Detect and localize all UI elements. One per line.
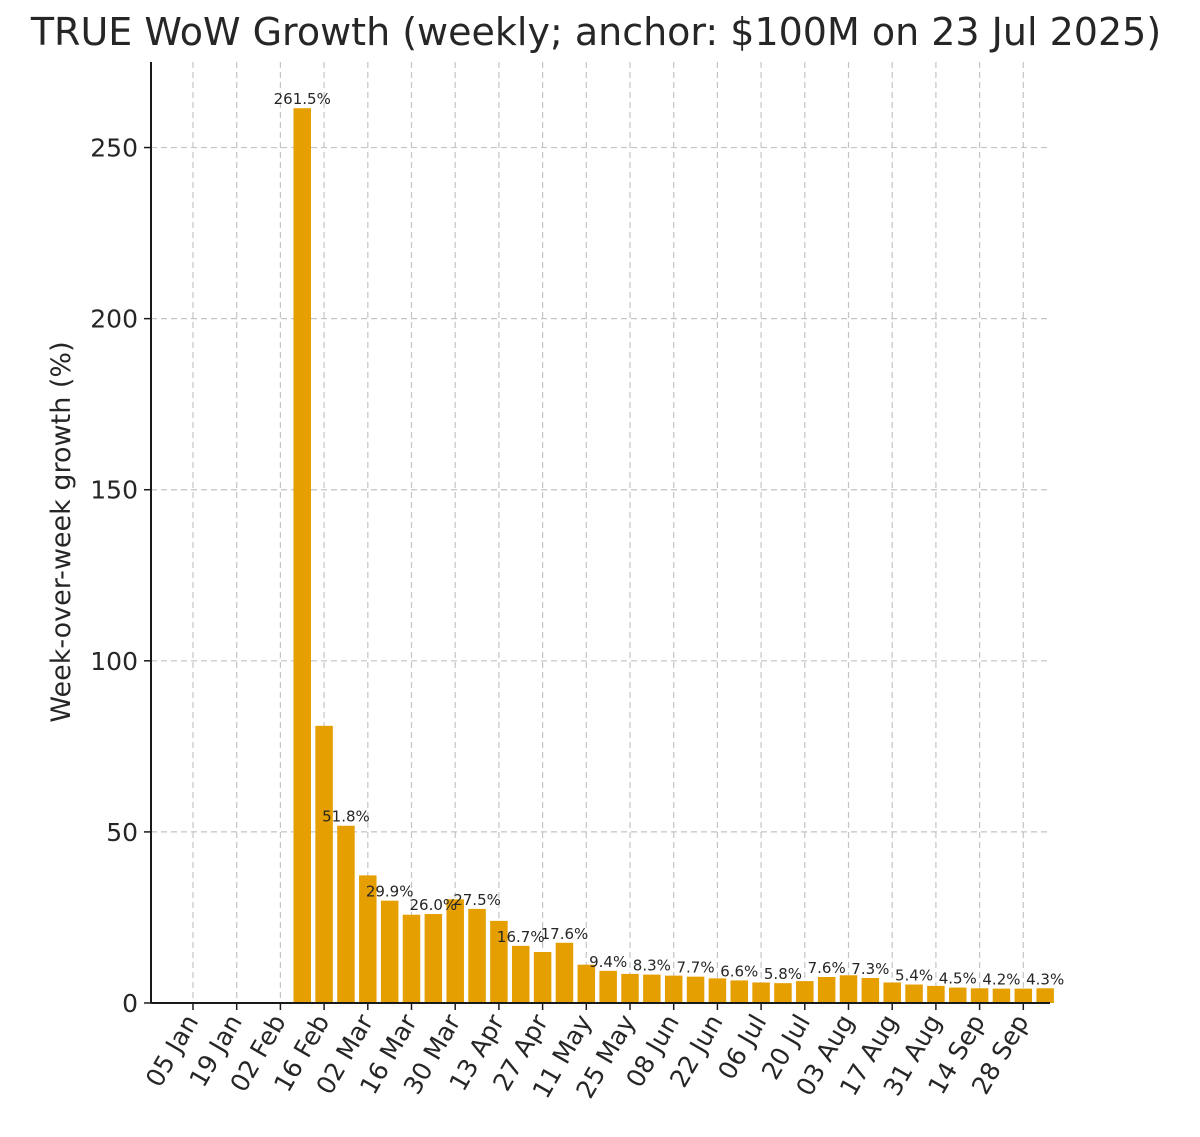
data-label: 27.5%	[453, 891, 501, 909]
bar	[752, 982, 770, 1003]
bar	[949, 987, 967, 1003]
bar	[1014, 988, 1033, 1003]
y-tick-label: 0	[122, 989, 138, 1018]
y-tick-label: 150	[90, 476, 138, 505]
data-label: 4.3%	[1026, 970, 1064, 988]
bar	[774, 983, 792, 1003]
bar	[664, 975, 683, 1003]
bar	[446, 899, 464, 1003]
bar	[839, 975, 858, 1003]
y-tick-label: 250	[90, 134, 138, 163]
data-label: 5.4%	[895, 967, 933, 985]
bar	[599, 970, 617, 1003]
bar	[555, 942, 574, 1003]
bar	[380, 900, 399, 1003]
bars	[293, 108, 1054, 1004]
data-label: 7.3%	[851, 960, 889, 978]
bar	[883, 982, 901, 1003]
bar	[708, 978, 727, 1003]
bar	[293, 108, 311, 1004]
grid-lines	[151, 62, 1050, 1003]
bar	[861, 978, 880, 1003]
bar	[643, 974, 661, 1003]
data-label: 29.9%	[366, 883, 414, 901]
data-label: 16.7%	[497, 928, 545, 946]
y-axis-label: Week-over-week growth (%)	[46, 341, 77, 722]
y-tick-label: 50	[106, 818, 138, 847]
data-label: 4.5%	[939, 970, 977, 988]
data-label: 8.3%	[633, 957, 671, 975]
bar	[905, 984, 923, 1003]
bar	[577, 964, 596, 1003]
bar	[512, 945, 530, 1003]
data-label: 51.8%	[322, 808, 370, 826]
data-label: 7.6%	[808, 959, 846, 977]
data-label: 5.8%	[764, 965, 802, 983]
bar	[992, 988, 1011, 1003]
bar	[970, 988, 989, 1003]
bar	[424, 914, 443, 1003]
bar	[817, 976, 836, 1003]
y-tick-label: 100	[90, 647, 138, 676]
bar	[1036, 988, 1054, 1003]
bar	[402, 914, 421, 1003]
bar	[315, 725, 333, 1003]
chart-title: TRUE WoW Growth (weekly; anchor: $100M o…	[30, 10, 1161, 54]
bar	[686, 976, 705, 1003]
data-label: 4.2%	[982, 971, 1020, 989]
data-label: 6.6%	[720, 962, 758, 980]
data-label: 261.5%	[274, 90, 331, 108]
data-label: 17.6%	[541, 925, 589, 943]
bar	[533, 952, 552, 1003]
data-label: 26.0%	[410, 896, 458, 914]
data-labels: 261.5% 51.8% 29.9%26.0%27.5% 16.7%17.6%9.4%…	[274, 90, 1065, 988]
data-label: 7.7%	[676, 959, 714, 977]
bar	[796, 981, 814, 1003]
bar	[490, 920, 508, 1003]
bar	[730, 980, 748, 1003]
y-axis-ticks: 0 50 100 150 200 250	[90, 134, 151, 1018]
axes	[150, 62, 1050, 1004]
data-label: 9.4%	[589, 953, 627, 971]
y-tick-label: 200	[90, 305, 138, 334]
bar	[359, 875, 377, 1003]
bar	[468, 908, 486, 1003]
bar	[927, 985, 945, 1003]
bar	[621, 973, 639, 1003]
bar	[337, 825, 355, 1003]
